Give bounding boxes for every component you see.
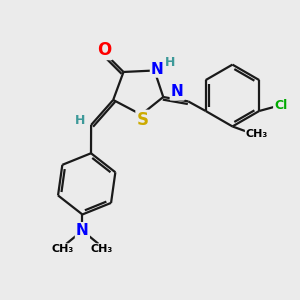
Text: N: N bbox=[171, 84, 184, 99]
Text: S: S bbox=[136, 111, 148, 129]
Text: N: N bbox=[76, 223, 89, 238]
Text: CH₃: CH₃ bbox=[52, 244, 74, 254]
Text: CH₃: CH₃ bbox=[91, 244, 113, 254]
Text: H: H bbox=[164, 56, 175, 69]
Text: O: O bbox=[97, 41, 112, 59]
Text: H: H bbox=[75, 114, 85, 127]
Text: CH₃: CH₃ bbox=[246, 129, 268, 139]
Text: Cl: Cl bbox=[274, 99, 287, 112]
Text: N: N bbox=[151, 61, 164, 76]
